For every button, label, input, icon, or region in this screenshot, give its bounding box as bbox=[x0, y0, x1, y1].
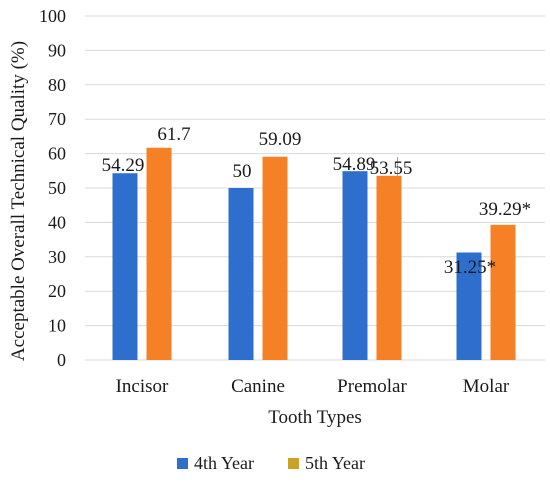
legend-label-4th-year: 4th Year bbox=[194, 453, 254, 473]
y-tick-label: 100 bbox=[39, 6, 66, 26]
data-label: 54.29 bbox=[102, 155, 145, 176]
y-tick-label: 40 bbox=[48, 212, 66, 232]
data-label: 50 bbox=[233, 161, 252, 182]
bar-4th-year bbox=[342, 171, 368, 360]
x-category-label: Canine bbox=[231, 376, 285, 397]
x-category-label: Molar bbox=[463, 376, 510, 397]
bars bbox=[112, 147, 516, 360]
legend-swatch-5th-year bbox=[288, 458, 299, 469]
x-category-label: Premolar bbox=[337, 376, 407, 397]
y-tick-label: 80 bbox=[48, 75, 66, 95]
bar-5th-year bbox=[490, 224, 516, 360]
x-axis-title: Tooth Types bbox=[268, 407, 362, 428]
legend-label-5th-year: 5th Year bbox=[305, 453, 365, 473]
y-tick-label: 70 bbox=[48, 109, 66, 129]
bar-5th-year bbox=[262, 156, 288, 360]
y-tick-label: 90 bbox=[48, 40, 66, 60]
x-category-label: Incisor bbox=[116, 376, 169, 397]
y-axis-ticks: 0 10 20 30 40 50 60 70 80 90 100 bbox=[39, 6, 66, 370]
legend-swatch-4th-year bbox=[177, 458, 188, 469]
y-tick-label: 50 bbox=[48, 178, 66, 198]
y-tick-label: 30 bbox=[48, 247, 66, 267]
bar-5th-year bbox=[146, 147, 172, 360]
y-tick-label: 60 bbox=[48, 144, 66, 164]
bar-4th-year bbox=[456, 252, 482, 360]
data-label: 39.29* bbox=[479, 199, 531, 220]
data-label: 54.89 bbox=[333, 154, 376, 175]
y-axis-title: Acceptable Overall Technical Quality (%) bbox=[8, 41, 29, 361]
data-label: 53.55 bbox=[370, 158, 413, 179]
bar-4th-year bbox=[112, 173, 138, 360]
data-label: 61.7 bbox=[157, 124, 190, 145]
y-tick-label: 20 bbox=[48, 281, 66, 301]
data-label: 31.25* bbox=[444, 257, 496, 278]
data-label: 59.09 bbox=[259, 129, 302, 150]
bar-4th-year bbox=[228, 188, 254, 360]
y-tick-label: 10 bbox=[48, 316, 66, 336]
bar-5th-year bbox=[376, 175, 402, 360]
y-tick-label: 0 bbox=[57, 350, 66, 370]
legend: 4th Year 5th Year bbox=[177, 453, 365, 473]
x-axis-categories: Incisor Canine Premolar Molar bbox=[116, 376, 510, 397]
